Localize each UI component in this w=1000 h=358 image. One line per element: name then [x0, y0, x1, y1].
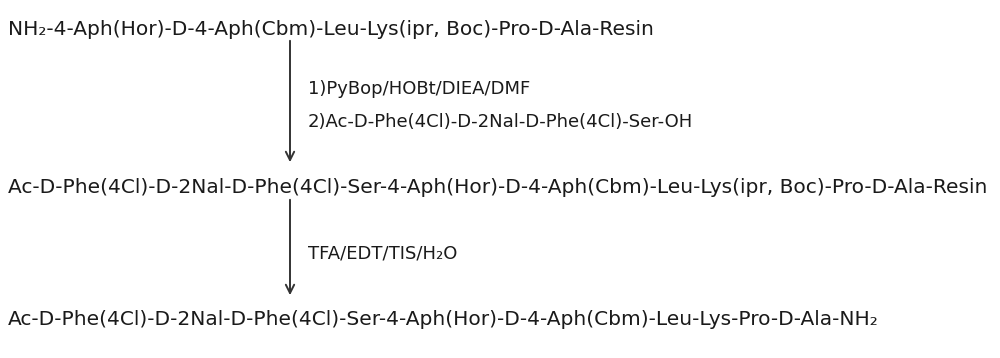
Text: TFA/EDT/TIS/H₂O: TFA/EDT/TIS/H₂O	[308, 245, 457, 263]
Text: NH₂-4-Aph(Hor)-D-4-Aph(Cbm)-Leu-Lys(ipr, Boc)-Pro-D-Ala-Resin: NH₂-4-Aph(Hor)-D-4-Aph(Cbm)-Leu-Lys(ipr,…	[8, 20, 654, 39]
Text: 2)Ac-D-Phe(4Cl)-D-2Nal-D-Phe(4Cl)-Ser-OH: 2)Ac-D-Phe(4Cl)-D-2Nal-D-Phe(4Cl)-Ser-OH	[308, 113, 693, 131]
Text: 1)PyBop/HOBt/DIEA/DMF: 1)PyBop/HOBt/DIEA/DMF	[308, 80, 530, 98]
Text: Ac-D-Phe(4Cl)-D-2Nal-D-Phe(4Cl)-Ser-4-Aph(Hor)-D-4-Aph(Cbm)-Leu-Lys(ipr, Boc)-Pr: Ac-D-Phe(4Cl)-D-2Nal-D-Phe(4Cl)-Ser-4-Ap…	[8, 178, 987, 197]
Text: Ac-D-Phe(4Cl)-D-2Nal-D-Phe(4Cl)-Ser-4-Aph(Hor)-D-4-Aph(Cbm)-Leu-Lys-Pro-D-Ala-NH: Ac-D-Phe(4Cl)-D-2Nal-D-Phe(4Cl)-Ser-4-Ap…	[8, 310, 879, 329]
